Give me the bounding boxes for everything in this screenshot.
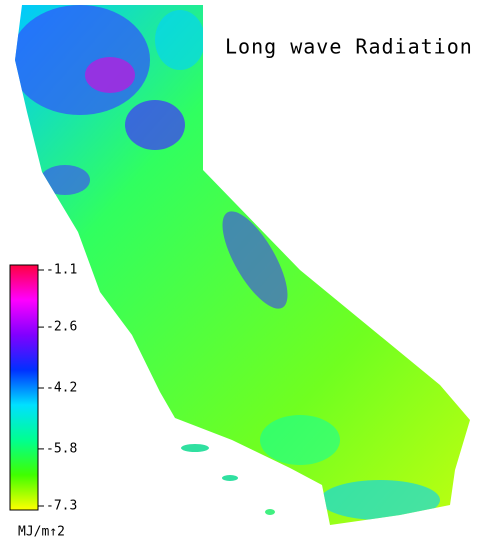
tick-label: -2.6 [46,320,77,335]
tick-label: -5.8 [46,441,77,456]
colorbar [9,264,39,511]
tick-label: -1.1 [46,263,77,278]
tick-label: -4.2 [46,381,77,396]
tick-label: -7.3 [46,499,77,514]
map-title: Long wave Radiation [225,35,473,59]
colorbar-unit: MJ/m↑2 [18,525,65,540]
california [15,5,470,525]
